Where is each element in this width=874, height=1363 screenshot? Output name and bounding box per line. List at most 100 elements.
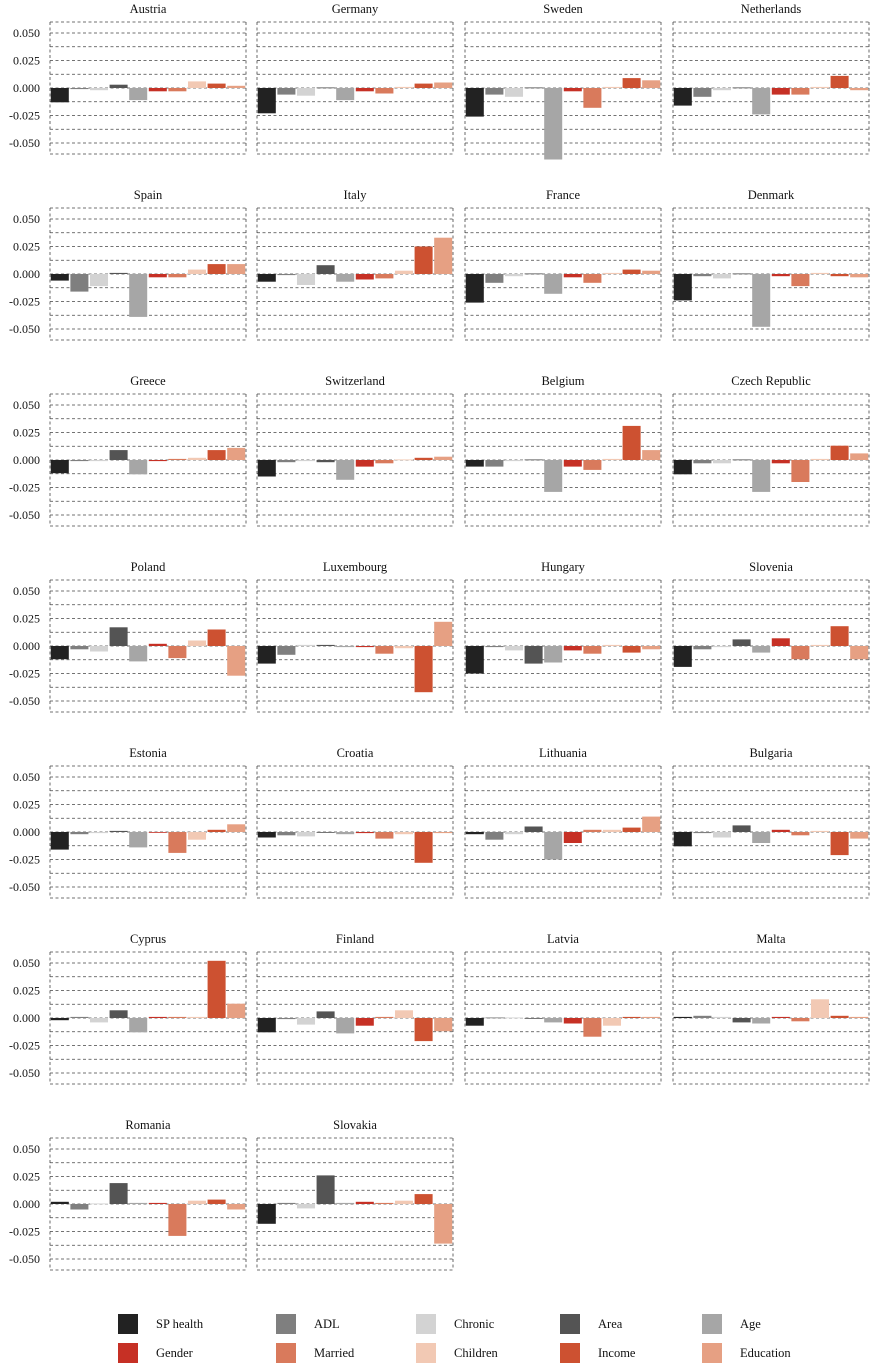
- bar-croatia-chronic: [296, 832, 316, 837]
- bar-austria-age: [129, 88, 148, 101]
- bar-romania-chronic: [89, 1203, 109, 1205]
- bar-switzerland-income: [414, 457, 433, 460]
- bar-lithuania-adl: [485, 832, 504, 840]
- bar-greece-age: [129, 460, 148, 475]
- bar-cyprus-education: [227, 1003, 246, 1018]
- bar-spain-married: [168, 274, 187, 278]
- bar-germany-area: [316, 87, 335, 89]
- bar-netherlands-chronic: [712, 88, 732, 91]
- bar-italy-sp-health: [257, 274, 276, 282]
- panel-latvia: Latvia: [464, 932, 662, 1085]
- bar-slovenia-income: [830, 626, 849, 646]
- bar-sweden-income: [622, 78, 641, 88]
- bar-france-education: [642, 270, 661, 274]
- bar-czech-republic-education: [850, 453, 869, 460]
- y-tick-label: -0.025: [9, 109, 40, 123]
- bar-poland-gender: [148, 643, 167, 646]
- bar-italy-area: [316, 265, 335, 274]
- bar-romania-income: [207, 1199, 226, 1204]
- bar-cyprus-adl: [70, 1016, 89, 1018]
- panel-title-czech-republic: Czech Republic: [731, 374, 811, 388]
- bar-hungary-married: [583, 646, 602, 654]
- bar-romania-area: [109, 1183, 128, 1204]
- legend: SP health ADL Chronic Area Age Gender Ma…: [0, 1308, 874, 1363]
- bar-switzerland-sp-health: [257, 460, 276, 477]
- bar-hungary-adl: [485, 646, 504, 648]
- bar-netherlands-age: [752, 88, 771, 115]
- y-tick-label: 0.050: [13, 398, 40, 412]
- panel-title-spain: Spain: [134, 188, 163, 202]
- panel-hungary: Hungary: [464, 560, 662, 713]
- bar-luxembourg-area: [316, 644, 335, 646]
- bar-slovakia-education: [434, 1204, 453, 1244]
- y-tick-label: -0.050: [9, 322, 40, 336]
- panel-title-denmark: Denmark: [748, 188, 795, 202]
- bar-malta-income: [830, 1015, 849, 1018]
- bar-croatia-income: [414, 832, 433, 863]
- legend-item-adl: ADL: [276, 1314, 340, 1334]
- bar-bulgaria-adl: [693, 832, 712, 834]
- bar-bulgaria-chronic: [712, 832, 732, 838]
- y-tick-label: 0.000: [13, 639, 40, 653]
- y-tick-label: 0.050: [13, 584, 40, 598]
- bar-slovakia-adl: [277, 1202, 296, 1204]
- y-tick-label: -0.025: [9, 1039, 40, 1053]
- y-tick-label: -0.025: [9, 853, 40, 867]
- bar-switzerland-children: [394, 459, 414, 461]
- bar-austria-education: [227, 85, 246, 88]
- panel-title-luxembourg: Luxembourg: [323, 560, 388, 574]
- bar-france-children: [602, 272, 622, 274]
- bar-cyprus-income: [207, 960, 226, 1018]
- panel-spain: Spain 0.050 0.025 0.000 -0.025 -0.050: [9, 188, 247, 341]
- bar-switzerland-gender: [355, 460, 374, 467]
- y-tick-label: 0.050: [13, 1142, 40, 1156]
- bar-sweden-area: [524, 87, 543, 89]
- bar-poland-married: [168, 646, 187, 659]
- y-tick-label: 0.000: [13, 1011, 40, 1025]
- bar-austria-children: [187, 81, 207, 88]
- bar-denmark-chronic: [712, 274, 732, 279]
- bar-belgium-age: [544, 460, 563, 492]
- y-tick-label: -0.050: [9, 1252, 40, 1266]
- y-tick-label: 0.050: [13, 212, 40, 226]
- legend-label-income: Income: [598, 1345, 636, 1360]
- bar-slovenia-children: [810, 644, 830, 646]
- bar-poland-adl: [70, 646, 89, 650]
- bar-cyprus-sp-health: [50, 1018, 69, 1021]
- bar-sweden-sp-health: [465, 88, 484, 117]
- bar-greece-adl: [70, 460, 89, 462]
- bar-luxembourg-age: [336, 646, 355, 648]
- bar-finland-gender: [355, 1018, 374, 1026]
- bar-slovenia-gender: [771, 638, 790, 646]
- bar-finland-adl: [277, 1018, 296, 1020]
- bar-france-gender: [563, 274, 582, 278]
- bar-switzerland-area: [316, 460, 335, 463]
- bar-latvia-adl: [485, 1017, 504, 1019]
- legend-swatch-sp-health: [118, 1314, 138, 1334]
- panel-title-greece: Greece: [130, 374, 166, 388]
- bar-hungary-children: [602, 644, 622, 646]
- bar-romania-children: [187, 1200, 207, 1204]
- bar-germany-adl: [277, 88, 296, 95]
- legend-item-income: Income: [560, 1343, 635, 1363]
- bar-slovenia-age: [752, 646, 771, 653]
- bar-netherlands-children: [810, 86, 830, 88]
- panel-germany: Germany: [256, 2, 454, 155]
- bar-belgium-gender: [563, 460, 582, 467]
- bar-netherlands-income: [830, 75, 849, 88]
- y-tick-label: 0.000: [13, 825, 40, 839]
- bar-netherlands-education: [850, 88, 869, 91]
- y-tick-label: 0.025: [13, 798, 40, 812]
- legend-label-adl: ADL: [314, 1316, 340, 1331]
- bar-denmark-education: [850, 274, 869, 278]
- bar-czech-republic-married: [791, 460, 810, 482]
- bar-denmark-children: [810, 272, 830, 274]
- bar-sweden-married: [583, 88, 602, 108]
- bar-bulgaria-age: [752, 832, 771, 843]
- bar-denmark-gender: [771, 274, 790, 277]
- legend-item-children: Children: [416, 1343, 498, 1363]
- legend-swatch-married: [276, 1343, 296, 1363]
- bar-cyprus-chronic: [89, 1018, 109, 1023]
- y-tick-label: 0.025: [13, 984, 40, 998]
- bar-luxembourg-married: [375, 646, 394, 654]
